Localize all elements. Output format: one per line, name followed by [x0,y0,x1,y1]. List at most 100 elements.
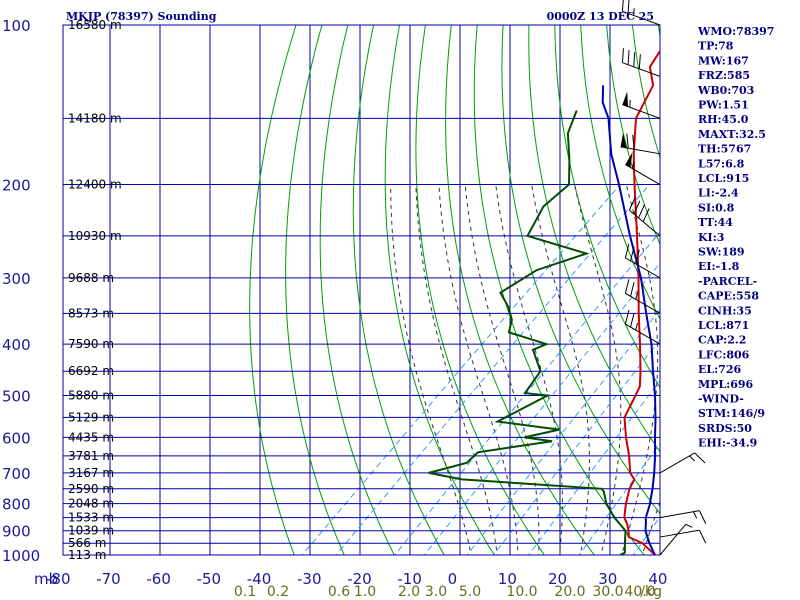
pressure-tick-label: 900 [2,523,31,541]
index-item: KI:3 [698,231,724,244]
index-item: SI:0.8 [698,201,735,214]
temperature-tick-label: -30 [297,570,322,588]
temperature-tick-label: mb [34,570,58,588]
pressure-tick-label: 600 [2,429,31,447]
index-item: LCL:915 [698,172,749,185]
height-labels: 16580 m 14180 m 12400 m 10930 m 9688 m 8573 m… [68,18,122,562]
index-item: STM:146/9 [698,407,765,420]
index-item: L57:6.8 [698,157,745,170]
series-lines [428,49,660,555]
wind-barb [622,91,661,119]
index-item: PW:1.51 [698,99,749,112]
height-label: 16580 m [68,18,122,32]
moist-adiabat [464,184,540,555]
index-item: -WIND- [698,393,744,406]
height-label: 10930 m [68,229,122,243]
height-label: 14180 m [68,111,122,125]
mixing-ratio-line [466,309,660,555]
wind-barb [621,0,661,26]
index-item: SW:189 [698,246,745,259]
dry-adiabat [285,25,345,555]
dry-adiabat [781,1,800,567]
index-item: EHI:-34.9 [698,437,757,450]
height-label: 3167 m [68,466,114,480]
mixing-ratio-tick-label: 0.1 [234,584,256,600]
dry-adiabat [580,25,660,321]
pressure-tick-label: 300 [2,270,31,288]
wind-barb [628,196,661,237]
index-item: RH:45.0 [698,113,749,126]
temperature-profile [623,49,660,555]
temperature-tick-label: -40 [247,570,271,588]
moist-adiabat [390,184,472,555]
height-label: 1039 m [68,524,114,538]
wind-barb [624,279,661,314]
mixing-ratio-line [335,184,650,555]
index-item: TT:44 [698,216,733,229]
wind-barb [659,523,693,556]
height-label: 113 m [68,548,106,562]
mixing-ratio-tick-label: 2.0 [398,584,420,600]
wind-barb [659,529,707,544]
mixing-ratio-line [394,231,660,555]
index-item: EL:726 [698,363,741,376]
index-item: CAP:2.2 [698,334,746,347]
dry-adiabat [352,25,445,555]
mixing-ratio-tick-label: 1.0 [354,584,376,600]
height-label: 7590 m [68,337,114,351]
mixing-ratio-tick-label: 10.0 [506,584,537,600]
temperature-tick-label: 0 [448,570,458,588]
temperature-tick-label: 10 [498,570,517,588]
dry-adiabat [249,25,297,555]
index-item: CAPE:558 [698,290,759,303]
temperature-tick-label: -80 [46,570,71,588]
height-label: 6692 m [68,364,114,378]
wind-barb [625,152,661,185]
mixing-ratio-line [578,442,660,555]
temperature-tick-label: -70 [96,570,121,588]
height-label: 9688 m [68,271,114,285]
pressure-tick-label: 500 [2,387,31,405]
index-item: CINH:35 [698,304,752,317]
temperature-tick-label: 30 [598,570,617,588]
moist-adiabat [438,184,519,555]
pressure-tick-label: 100 [2,17,31,35]
index-item: LCL:871 [698,319,749,332]
index-item: LI:-2.4 [698,187,739,200]
wind-barb [659,452,706,474]
index-item: TH:5767 [698,143,751,156]
index-item: SRDS:50 [698,422,752,435]
height-label: 4435 m [68,430,114,444]
mixing-ratio-line [492,339,660,555]
mixing-ratio-tick-label: 5.0 [459,584,481,600]
wind-barb [621,48,661,77]
wind-barb [659,510,707,524]
index-item: MAXT:32.5 [698,128,766,141]
index-item: WMO:78397 [697,25,774,38]
index-item: MPL:696 [698,378,754,391]
wind-barbs [620,0,707,556]
wind-barb [624,243,661,279]
grid-lines [109,1,800,567]
mixing-ratio-line [527,379,660,555]
temperature-tick-label: 40 [648,570,667,588]
temperature-tick-label: -60 [146,570,171,588]
height-label: 12400 m [68,178,122,192]
mixing-ratio-tick-label: 3.0 [425,584,447,600]
pressure-tick-label: 1000 [2,547,40,565]
temperature-tick-label: -10 [397,570,422,588]
temperature-tick-label: -20 [347,570,372,588]
height-label: 8573 m [68,306,114,320]
plot-frame [62,24,661,556]
dry-adiabat [445,25,595,555]
height-label: 2048 m [68,497,114,511]
mixing-ratio-tick-label: 0.2 [267,584,289,600]
index-item: FRZ:585 [698,69,750,82]
index-item: -PARCEL- [698,275,757,288]
height-label: 1533 m [68,511,114,525]
mixing-ratio-line [423,262,660,555]
pressure-tick-label: 800 [2,496,31,514]
parcel-profile [601,85,657,555]
